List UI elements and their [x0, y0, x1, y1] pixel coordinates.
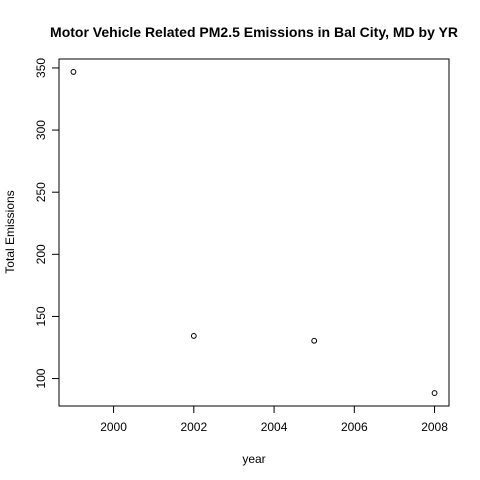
y-tick-label: 300 — [34, 120, 48, 140]
data-point — [70, 69, 77, 75]
data-points — [70, 69, 438, 396]
plot-area-frame — [58, 58, 450, 407]
y-axis: 100 150 200 250 300 350 — [34, 58, 60, 389]
x-axis-label: year — [242, 452, 265, 466]
y-tick-label: 200 — [34, 244, 48, 264]
chart-title: Motor Vehicle Related PM2.5 Emissions in… — [50, 24, 458, 40]
x-tick-label: 2008 — [421, 420, 448, 434]
x-tick-label: 2000 — [100, 420, 127, 434]
data-point — [311, 337, 318, 344]
x-tick-label: 2004 — [261, 420, 288, 434]
y-axis-label: Total Emissions — [3, 190, 17, 273]
data-point — [431, 390, 438, 396]
y-tick-label: 250 — [34, 182, 48, 202]
y-tick-label: 350 — [34, 58, 48, 78]
x-tick-label: 2002 — [180, 420, 207, 434]
y-tick-label: 150 — [34, 306, 48, 326]
x-axis: 2000 2002 2004 2006 2008 — [100, 405, 448, 434]
data-point — [190, 333, 197, 339]
x-tick-label: 2006 — [341, 420, 368, 434]
y-tick-label: 100 — [34, 368, 48, 388]
